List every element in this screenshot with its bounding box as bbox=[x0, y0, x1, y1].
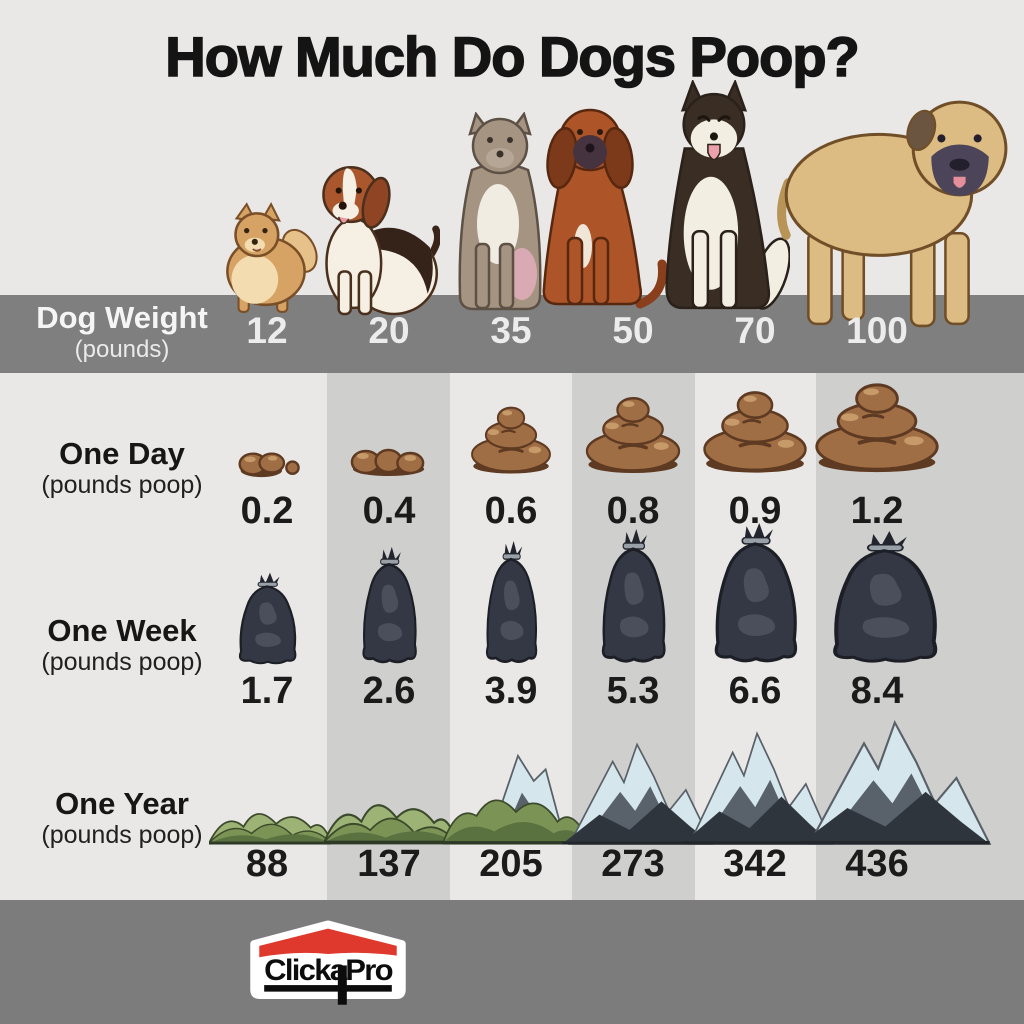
week-value: 1.7 bbox=[240, 670, 294, 712]
poop-pile-icon bbox=[467, 404, 555, 478]
trash-bag-icon bbox=[592, 528, 674, 668]
page-title: How Much Do Dogs Poop? bbox=[164, 24, 860, 89]
clickapro-logo: ClickaPro bbox=[246, 918, 410, 1008]
bloodhound-dog-icon bbox=[528, 96, 670, 318]
trash-bag-icon bbox=[354, 546, 424, 668]
year-value: 273 bbox=[601, 843, 665, 885]
footer-band bbox=[0, 900, 1024, 1024]
mountain-icon bbox=[209, 795, 331, 845]
poop-pile-icon bbox=[347, 446, 431, 476]
poop-pile-icon bbox=[234, 448, 300, 478]
year-value: 88 bbox=[245, 843, 289, 885]
day-value: 1.2 bbox=[850, 490, 904, 532]
trash-bag-icon bbox=[817, 530, 951, 668]
weight-value: 70 bbox=[734, 310, 776, 351]
clickapro-logo-text: ClickaPro bbox=[264, 954, 392, 987]
day-value: 0.4 bbox=[362, 490, 416, 532]
weight-value: 20 bbox=[368, 310, 410, 351]
mastiff-dog-icon bbox=[772, 82, 1010, 334]
weight-value: 35 bbox=[490, 310, 532, 351]
row-label-one-year: One Year bbox=[55, 786, 189, 821]
trash-bag-icon bbox=[702, 522, 808, 668]
day-value: 0.8 bbox=[606, 490, 660, 532]
pomeranian-dog-icon bbox=[210, 192, 322, 316]
beagle-dog-icon bbox=[298, 142, 440, 318]
poop-pile-icon bbox=[581, 394, 685, 478]
weight-value: 12 bbox=[246, 310, 288, 351]
dog-weight-unit: (pounds) bbox=[74, 336, 170, 363]
weight-value: 50 bbox=[612, 310, 654, 351]
row-unit-one-week: (pounds poop) bbox=[41, 648, 203, 676]
row-unit-one-year: (pounds poop) bbox=[41, 821, 203, 849]
dog-weight-label: Dog Weight bbox=[36, 300, 208, 335]
year-value: 205 bbox=[479, 843, 543, 885]
week-value: 5.3 bbox=[606, 670, 660, 712]
mountain-icon bbox=[800, 711, 992, 845]
year-value: 342 bbox=[723, 843, 787, 885]
trash-bag-icon bbox=[230, 572, 304, 668]
malamute-dog-icon bbox=[652, 80, 790, 320]
day-value: 0.9 bbox=[728, 490, 782, 532]
week-value: 3.9 bbox=[484, 670, 538, 712]
poop-pile-icon bbox=[698, 388, 812, 478]
pitbull-dog-icon bbox=[442, 112, 560, 316]
trash-bag-icon bbox=[478, 540, 544, 668]
day-value: 0.6 bbox=[484, 490, 538, 532]
mountain-icon bbox=[324, 781, 456, 845]
row-unit-one-day: (pounds poop) bbox=[41, 471, 203, 499]
day-value: 0.2 bbox=[240, 490, 294, 532]
weight-value: 100 bbox=[846, 310, 908, 351]
week-value: 6.6 bbox=[728, 670, 782, 712]
week-value: 2.6 bbox=[362, 670, 416, 712]
poop-pile-icon bbox=[809, 380, 945, 478]
row-label-one-day: One Day bbox=[59, 436, 185, 471]
year-value: 137 bbox=[357, 843, 421, 885]
week-value: 8.4 bbox=[850, 670, 904, 712]
year-value: 436 bbox=[845, 843, 909, 885]
row-label-one-week: One Week bbox=[47, 613, 197, 648]
